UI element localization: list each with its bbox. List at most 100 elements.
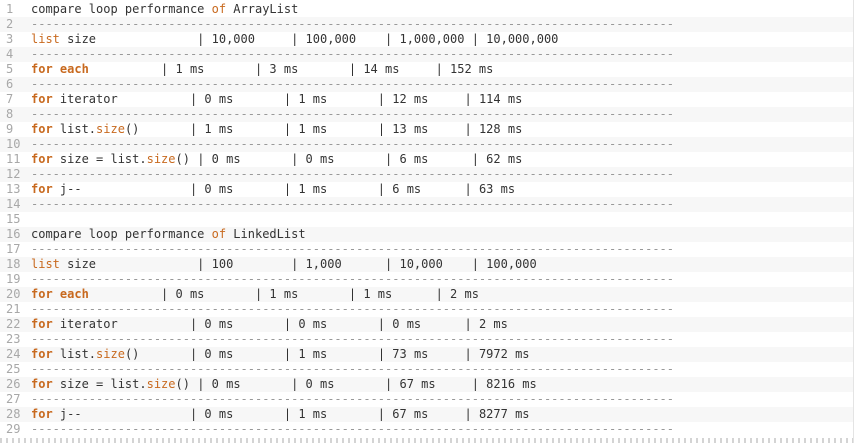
code-token: size = list. (52, 377, 147, 391)
line-content: ----------------------------------------… (28, 362, 674, 377)
code-line: 9 for list.size() | 1 ms | 1 ms | 13 ms |… (0, 122, 853, 137)
line-content: list size | 100 | 1,000 | 10,000 | 100,0… (28, 257, 537, 272)
code-token: list. (52, 347, 97, 361)
code-token: compare loop performance (31, 227, 212, 241)
code-token: for (31, 347, 53, 361)
code-line: 11 for size = list.size() | 0 ms | 0 ms |… (0, 152, 853, 167)
line-number: 22 (6, 317, 21, 331)
code-line: 7 for iterator | 0 ms | 1 ms | 12 ms | 11… (0, 92, 853, 107)
code-token: ----------------------------------------… (31, 77, 674, 91)
line-content: ----------------------------------------… (28, 242, 674, 257)
code-line: 21 --------------------------------------… (0, 302, 853, 317)
code-token: ----------------------------------------… (31, 302, 674, 316)
code-token: () | 0 ms | 0 ms | 67 ms | 8216 ms (175, 377, 537, 391)
line-number: 12 (6, 167, 21, 181)
code-token: for (31, 92, 53, 106)
code-token: ArrayList (226, 2, 299, 16)
line-number: 21 (6, 302, 21, 316)
line-number: 17 (6, 242, 21, 256)
code-line: 29 --------------------------------------… (0, 422, 853, 437)
line-content: for each | 0 ms | 1 ms | 1 ms | 2 ms (28, 287, 479, 302)
code-token: ----------------------------------------… (31, 167, 674, 181)
code-line: 3 list size | 10,000 | 100,000 | 1,000,00… (0, 32, 853, 47)
line-content: compare loop performance of LinkedList (28, 227, 306, 242)
code-token: ----------------------------------------… (31, 47, 674, 61)
code-line: 28 for j-- | 0 ms | 1 ms | 67 ms | 8277 m… (0, 407, 853, 422)
code-token: j-- | 0 ms | 1 ms | 6 ms | 63 ms (52, 182, 516, 196)
code-token: () | 0 ms | 0 ms | 6 ms | 62 ms (175, 152, 523, 166)
code-line: 10 --------------------------------------… (0, 137, 853, 152)
code-line: 19 --------------------------------------… (0, 272, 853, 287)
code-token: size (146, 152, 176, 166)
code-line: 15 (0, 212, 853, 227)
code-line: 13 for j-- | 0 ms | 1 ms | 6 ms | 63 ms (0, 182, 853, 197)
line-number: 27 (6, 392, 21, 406)
code-token: size = list. (52, 152, 147, 166)
code-token: for (31, 122, 53, 136)
line-number: 4 (6, 47, 14, 61)
code-line: 25 --------------------------------------… (0, 362, 853, 377)
code-line: 1 compare loop performance of ArrayList (0, 2, 853, 17)
line-number: 10 (6, 137, 21, 151)
line-number: 23 (6, 332, 21, 346)
line-number: 20 (6, 287, 21, 301)
code-token: for (31, 377, 53, 391)
line-content: ----------------------------------------… (28, 332, 674, 347)
line-content: compare loop performance of ArrayList (28, 2, 298, 17)
line-content: ----------------------------------------… (28, 107, 674, 122)
code-line: 14 --------------------------------------… (0, 197, 853, 212)
code-token: size (146, 377, 176, 391)
code-token: ----------------------------------------… (31, 17, 674, 31)
code-line: 27 --------------------------------------… (0, 392, 853, 407)
line-number: 2 (6, 17, 14, 31)
code-token: ----------------------------------------… (31, 422, 674, 436)
code-line: 26 for size = list.size() | 0 ms | 0 ms |… (0, 377, 853, 392)
footer-strip (0, 438, 853, 443)
code-line: 4 ---------------------------------------… (0, 47, 853, 62)
line-content: for j-- | 0 ms | 1 ms | 67 ms | 8277 ms (28, 407, 530, 422)
code-token: size | 10,000 | 100,000 | 1,000,000 | 10… (59, 32, 559, 46)
line-number: 29 (6, 422, 21, 436)
code-token: j-- | 0 ms | 1 ms | 67 ms | 8277 ms (52, 407, 530, 421)
code-line: 8 ---------------------------------------… (0, 107, 853, 122)
line-number: 1 (6, 2, 14, 16)
line-content: list size | 10,000 | 100,000 | 1,000,000… (28, 32, 558, 47)
code-line: 12 --------------------------------------… (0, 167, 853, 182)
line-content: ----------------------------------------… (28, 137, 674, 152)
code-token: ----------------------------------------… (31, 242, 674, 256)
line-number: 26 (6, 377, 21, 391)
line-content: for list.size() | 0 ms | 1 ms | 73 ms | … (28, 347, 530, 362)
code-token: for each (31, 62, 89, 76)
code-token: iterator | 0 ms | 0 ms | 0 ms | 2 ms (52, 317, 508, 331)
code-token: () | 1 ms | 1 ms | 13 ms | 128 ms (124, 122, 523, 136)
line-number: 19 (6, 272, 21, 286)
line-number: 25 (6, 362, 21, 376)
code-token: ----------------------------------------… (31, 197, 674, 211)
line-content: for iterator | 0 ms | 0 ms | 0 ms | 2 ms (28, 317, 508, 332)
line-number: 3 (6, 32, 14, 46)
code-token: for (31, 182, 53, 196)
line-content (28, 212, 31, 227)
line-content: ----------------------------------------… (28, 47, 674, 62)
code-token: size (96, 347, 125, 361)
code-token: for (31, 317, 53, 331)
code-token: () | 0 ms | 1 ms | 73 ms | 7972 ms (124, 347, 530, 361)
code-token: size (96, 122, 125, 136)
code-token: ----------------------------------------… (31, 272, 674, 286)
line-content: for size = list.size() | 0 ms | 0 ms | 6… (28, 377, 537, 392)
code-token: ----------------------------------------… (31, 332, 674, 346)
line-content: ----------------------------------------… (28, 17, 674, 32)
code-token: for (31, 407, 53, 421)
line-number: 28 (6, 407, 21, 421)
line-content: ----------------------------------------… (28, 272, 674, 287)
line-number: 15 (6, 212, 21, 226)
code-token: for each (31, 287, 89, 301)
line-number: 14 (6, 197, 21, 211)
code-token: | 1 ms | 3 ms | 14 ms | 152 ms (88, 62, 494, 76)
code-line: 16 compare loop performance of LinkedList (0, 227, 853, 242)
code-line: 20 for each | 0 ms | 1 ms | 1 ms | 2 ms (0, 287, 853, 302)
code-token: ----------------------------------------… (31, 107, 674, 121)
line-content: ----------------------------------------… (28, 77, 674, 92)
line-number: 9 (6, 122, 14, 136)
